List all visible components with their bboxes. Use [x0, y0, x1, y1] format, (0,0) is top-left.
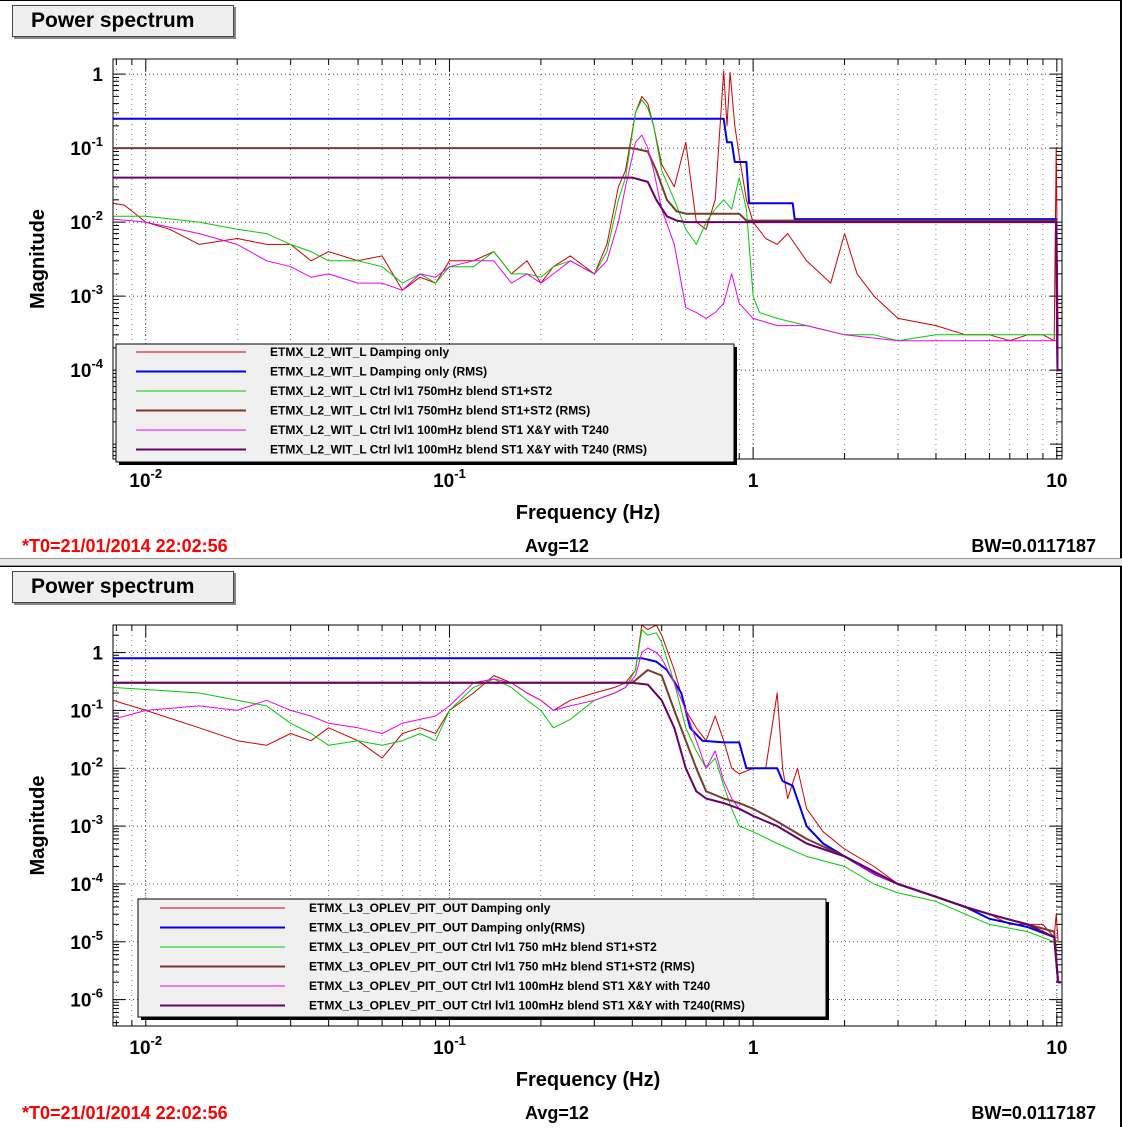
pad-divider [0, 558, 1122, 566]
x-tick-label: 10-1 [433, 1033, 466, 1059]
x-tick-label: 10-1 [433, 466, 466, 492]
axes-frame [112, 624, 1063, 1027]
x-tick-label: 10-2 [129, 1033, 162, 1059]
legend-box [137, 898, 827, 1018]
y-tick-label: 1 [92, 65, 103, 86]
bandwidth: BW=0.0117187 [971, 1103, 1096, 1123]
power-spectrum-plot-bottom[interactable]: 10-2 10-1 1 10 1 10-1 10-2 10-3 10-4 10-5 10-6 Freq… [0, 567, 1122, 1128]
y-tick-label: 1 [92, 644, 103, 665]
t0-timestamp: *T0=21/01/2014 22:02:56 [22, 536, 228, 556]
legend-entry-label: ETMX_L2_WIT_L Ctrl lvl1 100mHz blend ST1… [270, 443, 647, 457]
average-count: Avg=12 [525, 536, 589, 556]
x-tick-label: 10 [1046, 1038, 1067, 1059]
legend-entry-label: ETMX_L3_OPLEV_PIT_OUT Damping only(RMS) [309, 921, 585, 935]
series-group [113, 70, 1061, 372]
series-line-2 [113, 657, 1061, 984]
series-line-6 [113, 681, 1061, 984]
minor-ticks [113, 624, 1062, 1026]
series-group [113, 625, 1061, 984]
legend-entry-label: ETMX_L2_WIT_L Damping only (RMS) [270, 365, 487, 379]
panel-title: Power spectrum [12, 571, 234, 603]
legend-entry-label: ETMX_L3_OPLEV_PIT_OUT Ctrl lvl1 750 mHz … [309, 940, 657, 954]
legend-entry-label: ETMX_L2_WIT_L Ctrl lvl1 750mHz blend ST1… [270, 404, 590, 418]
y-tick-label: 10-3 [70, 812, 103, 838]
y-tick-label: 10-1 [70, 134, 103, 160]
x-tick-label: 10-2 [129, 466, 162, 492]
average-count: Avg=12 [525, 1103, 589, 1123]
power-spectrum-plot-top[interactable]: 10-2 10-1 1 10 1 10-1 10-2 10-3 10-4 Frequency (H… [0, 1, 1122, 559]
y-tick-label: 10-2 [70, 754, 103, 780]
series-line-6 [113, 176, 1061, 372]
x-axis-label: Frequency (Hz) [516, 502, 660, 524]
legend-entry-label: ETMX_L2_WIT_L Damping only [270, 345, 449, 359]
x-axis-label: Frequency (Hz) [516, 1069, 660, 1091]
legend-entry-label: ETMX_L2_WIT_L Ctrl lvl1 750mHz blend ST1… [270, 384, 553, 398]
y-tick-label: 10-3 [70, 282, 103, 308]
x-tick-label: 1 [748, 1038, 759, 1059]
legend: ETMX_L2_WIT_L Damping only ETMX_L2_WIT_L … [115, 343, 737, 465]
series-line-3 [113, 629, 1059, 943]
x-tick-label: 10 [1046, 471, 1067, 492]
legend: ETMX_L3_OPLEV_PIT_OUT Damping only ETMX_L… [137, 898, 829, 1020]
y-axis-label: Magnitude [27, 209, 49, 309]
power-spectrum-panel-top: Power spectrum 10-2 10-1 1 10 1 10-1 10-2 10-3 1… [0, 0, 1122, 558]
legend-entry-label: ETMX_L3_OPLEV_PIT_OUT Ctrl lvl1 750 mHz … [309, 960, 695, 974]
legend-entry-label: ETMX_L3_OPLEV_PIT_OUT Ctrl lvl1 100mHz b… [309, 979, 711, 993]
frame-edge [1120, 567, 1122, 1127]
bandwidth: BW=0.0117187 [971, 536, 1096, 556]
x-tick-label: 1 [748, 471, 759, 492]
series-line-1 [113, 70, 1061, 342]
panel-title: Power spectrum [12, 5, 234, 37]
legend-box [115, 343, 735, 463]
y-axis-label: Magnitude [27, 776, 49, 876]
y-tick-label: 10-4 [70, 356, 103, 382]
legend-entry-label: ETMX_L2_WIT_L Ctrl lvl1 100mHz blend ST1… [270, 423, 609, 437]
power-spectrum-panel-bottom: Power spectrum 10-2 10-1 1 10 1 10-1 10-2 10-3 1… [0, 566, 1122, 1127]
t0-timestamp: *T0=21/01/2014 22:02:56 [22, 1103, 228, 1123]
y-tick-label: 10-5 [70, 928, 103, 954]
legend-entry-label: ETMX_L3_OPLEV_PIT_OUT Ctrl lvl1 100mHz b… [309, 999, 745, 1013]
y-tick-label: 10-2 [70, 208, 103, 234]
legend-entry-label: ETMX_L3_OPLEV_PIT_OUT Damping only [309, 901, 551, 915]
y-tick-label: 10-4 [70, 870, 103, 896]
frame-edge [1120, 1, 1122, 558]
y-tick-label: 10-1 [70, 696, 103, 722]
series-line-5 [113, 134, 1059, 342]
y-tick-label: 10-6 [70, 986, 103, 1012]
